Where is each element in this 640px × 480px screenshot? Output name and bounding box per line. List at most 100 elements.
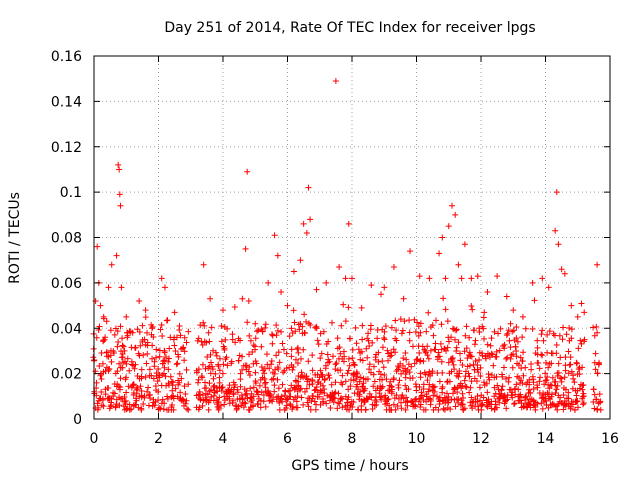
- data-point: [219, 370, 226, 377]
- data-point: [481, 335, 488, 342]
- data-point: [438, 346, 445, 353]
- data-point: [231, 304, 238, 311]
- data-point: [579, 364, 586, 371]
- data-point: [442, 275, 449, 282]
- data-point: [216, 394, 223, 401]
- data-point: [411, 403, 418, 410]
- data-point: [513, 381, 520, 388]
- data-point: [365, 330, 372, 337]
- data-point: [417, 358, 424, 365]
- data-point: [448, 334, 455, 341]
- data-point: [173, 334, 180, 341]
- data-point: [198, 373, 205, 380]
- data-point: [539, 405, 546, 412]
- data-point: [118, 284, 125, 291]
- data-point: [490, 362, 497, 369]
- data-point: [580, 382, 587, 389]
- data-point: [498, 371, 505, 378]
- data-point: [196, 404, 203, 411]
- data-point: [492, 401, 499, 408]
- data-point: [396, 377, 403, 384]
- data-point: [165, 366, 172, 373]
- data-point: [204, 391, 211, 398]
- data-point: [513, 353, 520, 360]
- data-point: [420, 358, 427, 365]
- data-point: [543, 359, 550, 366]
- data-point: [395, 381, 402, 388]
- data-point: [263, 351, 270, 358]
- data-point: [594, 261, 601, 268]
- data-point: [291, 384, 298, 391]
- data-point: [123, 313, 130, 320]
- data-point: [517, 377, 524, 384]
- data-point: [179, 396, 186, 403]
- data-point: [519, 358, 526, 365]
- data-point: [303, 385, 310, 392]
- data-point: [309, 381, 316, 388]
- data-point: [568, 326, 575, 333]
- data-point: [126, 401, 133, 408]
- data-point: [574, 404, 581, 411]
- data-point: [303, 318, 310, 325]
- data-point: [375, 358, 382, 365]
- data-point: [293, 398, 300, 405]
- data-point: [385, 357, 392, 364]
- data-point: [552, 378, 559, 385]
- data-point: [361, 399, 368, 406]
- data-point: [388, 388, 395, 395]
- data-point: [543, 376, 550, 383]
- data-point: [159, 360, 166, 367]
- data-point: [526, 386, 533, 393]
- data-point: [416, 350, 423, 357]
- data-point: [413, 356, 420, 363]
- data-point: [181, 357, 188, 364]
- data-point: [203, 339, 210, 346]
- data-point: [455, 261, 462, 268]
- data-point: [449, 355, 456, 362]
- data-point: [229, 336, 236, 343]
- data-point: [445, 359, 452, 366]
- data-point: [179, 345, 186, 352]
- data-point: [557, 394, 564, 401]
- data-point: [358, 348, 365, 355]
- data-point: [454, 389, 461, 396]
- data-point: [517, 354, 524, 361]
- data-point: [426, 275, 433, 282]
- data-point: [290, 268, 297, 275]
- data-point: [392, 349, 399, 356]
- y-tick-label: 0.12: [51, 140, 82, 156]
- x-tick-label: 2: [154, 431, 163, 447]
- data-point: [528, 360, 535, 367]
- data-point: [560, 392, 567, 399]
- data-point: [262, 321, 269, 328]
- data-point: [402, 365, 409, 372]
- data-point: [116, 402, 123, 409]
- data-point: [149, 325, 156, 332]
- data-point: [301, 388, 308, 395]
- data-point: [429, 368, 436, 375]
- data-point: [347, 383, 354, 390]
- data-point: [295, 349, 302, 356]
- data-point: [461, 377, 468, 384]
- data-point: [217, 402, 224, 409]
- data-point: [345, 394, 352, 401]
- data-point: [176, 322, 183, 329]
- data-point: [102, 334, 109, 341]
- data-point: [463, 345, 470, 352]
- data-point: [185, 381, 192, 388]
- data-point: [443, 390, 450, 397]
- data-point: [328, 381, 335, 388]
- data-point: [231, 384, 238, 391]
- data-point: [349, 346, 356, 353]
- data-point: [205, 329, 212, 336]
- data-point: [267, 397, 274, 404]
- data-point: [250, 384, 257, 391]
- data-point: [228, 358, 235, 365]
- data-point: [348, 376, 355, 383]
- data-point: [229, 397, 236, 404]
- data-point: [411, 316, 418, 323]
- data-point: [484, 341, 491, 348]
- data-point: [581, 309, 588, 316]
- data-point: [440, 295, 447, 302]
- data-point: [143, 360, 150, 367]
